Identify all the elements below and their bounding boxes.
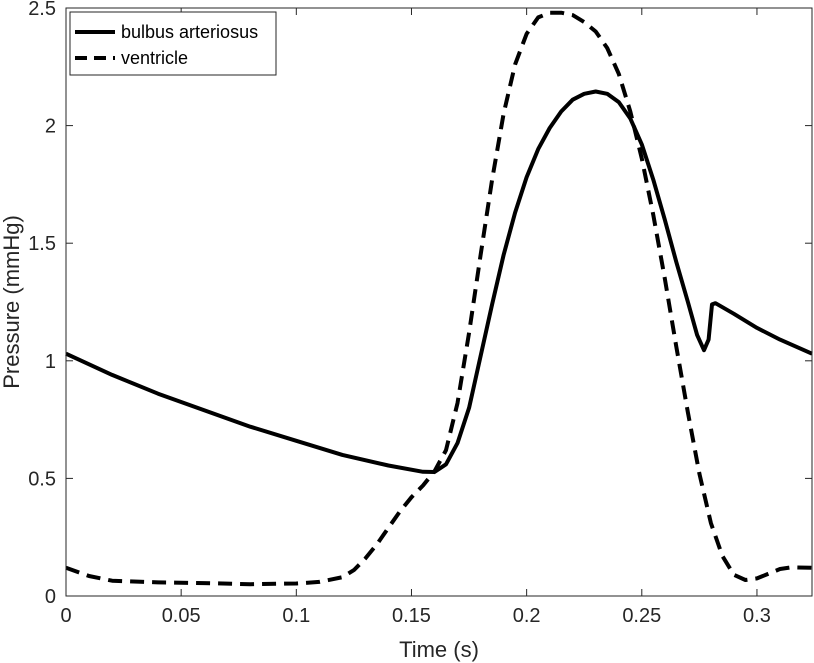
x-axis-title: Time (s) bbox=[399, 637, 479, 662]
series-layer bbox=[65, 10, 813, 587]
plot-background bbox=[66, 8, 812, 596]
x-tick-label: 0.3 bbox=[743, 605, 771, 627]
y-tick-label: 0.5 bbox=[28, 468, 56, 490]
x-tick-label: 0 bbox=[60, 605, 71, 627]
x-tick-label: 0.1 bbox=[282, 605, 310, 627]
legend-label-bulbus-arteriosus: bulbus arteriosus bbox=[121, 22, 258, 42]
y-tick-label: 2 bbox=[45, 116, 56, 138]
x-tick-label: 0.2 bbox=[513, 605, 541, 627]
x-tick-label: 0.25 bbox=[622, 605, 661, 627]
x-tick-label: 0.15 bbox=[392, 605, 431, 627]
legend-label-ventricle: ventricle bbox=[121, 48, 188, 68]
y-axis-title: Pressure (mmHg) bbox=[0, 215, 24, 389]
x-tick-label: 0.05 bbox=[162, 605, 201, 627]
series-line-ventricle bbox=[65, 10, 813, 587]
y-tick-label: 1 bbox=[45, 351, 56, 373]
y-tick-label: 0 bbox=[45, 586, 56, 608]
tick-labels: 0 0.05 0.1 0.15 0.2 0.25 0.3 0 0.5 1 1.5 2 2.5 bbox=[28, 0, 771, 627]
legend-box bbox=[69, 11, 277, 76]
y-tick-label: 2.5 bbox=[28, 0, 56, 20]
y-tick-label: 1.5 bbox=[28, 233, 56, 255]
legend: bulbus arteriosus ventricle bbox=[69, 11, 277, 76]
plot-frame bbox=[65, 7, 813, 597]
series-line-bulbus-arteriosus bbox=[65, 89, 813, 474]
